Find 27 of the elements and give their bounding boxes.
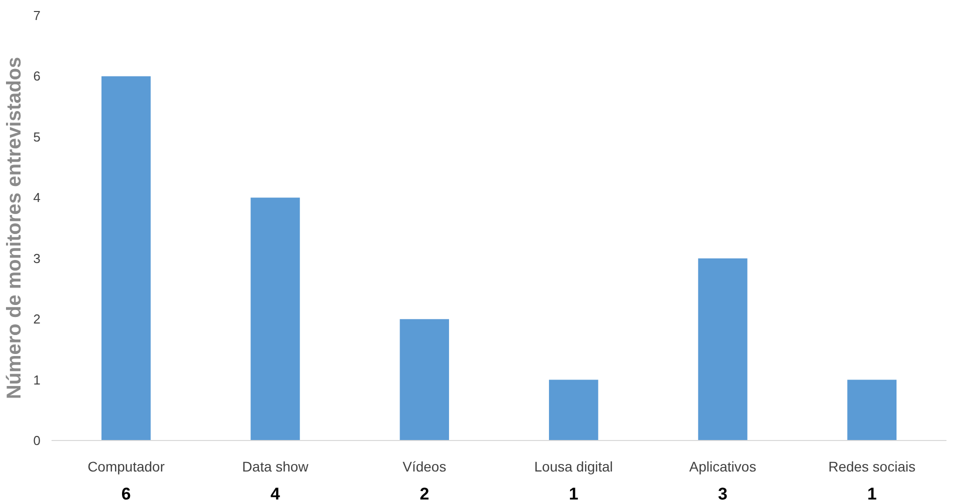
y-tick-label: 6 bbox=[33, 68, 41, 84]
x-tick-label: Computador bbox=[88, 458, 165, 474]
data-label: 1 bbox=[867, 484, 877, 502]
y-tick-label: 0 bbox=[33, 433, 41, 448]
data-label: 3 bbox=[718, 484, 728, 502]
x-tick-label: Data show bbox=[242, 458, 310, 474]
y-tick-label: 7 bbox=[33, 8, 41, 23]
bar bbox=[101, 76, 151, 440]
y-tick-label: 5 bbox=[33, 129, 41, 144]
data-label: 4 bbox=[270, 484, 281, 502]
bar bbox=[548, 380, 598, 440]
y-tick-label: 4 bbox=[33, 190, 41, 206]
bar bbox=[698, 258, 748, 440]
y-tick-label: 2 bbox=[33, 312, 41, 327]
bar bbox=[847, 380, 897, 440]
data-label: 2 bbox=[420, 484, 430, 502]
data-label: 6 bbox=[121, 484, 131, 502]
x-tick-label: Lousa digital bbox=[534, 458, 613, 474]
bar bbox=[400, 319, 450, 440]
y-tick-label: 1 bbox=[33, 372, 41, 388]
y-tick-label: 3 bbox=[33, 250, 41, 266]
x-tick-label: Redes sociais bbox=[828, 458, 916, 474]
x-tick-label: Aplicativos bbox=[689, 458, 756, 474]
y-axis-title: Número de monitores entrevistados bbox=[3, 56, 26, 400]
data-label: 1 bbox=[568, 484, 578, 502]
bar bbox=[250, 198, 300, 440]
x-tick-label: Vídeos bbox=[402, 458, 446, 474]
